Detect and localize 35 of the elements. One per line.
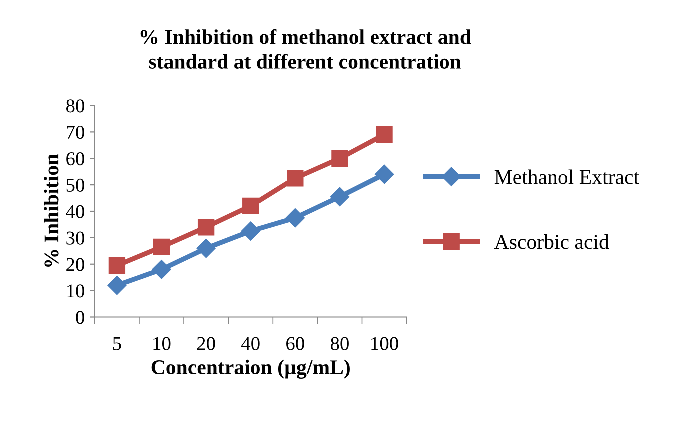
legend-label: Ascorbic acid	[494, 234, 610, 250]
x-tick-label: 100	[372, 337, 398, 350]
point	[152, 260, 172, 280]
y-tick-label: 40	[66, 205, 84, 218]
x-tick-label: 20	[197, 337, 216, 350]
x-tick-label: 60	[286, 337, 304, 350]
point	[153, 238, 170, 256]
x-tick-label: 5	[113, 337, 122, 350]
point	[196, 238, 216, 258]
point	[286, 208, 305, 228]
y-tick-label: 20	[66, 258, 84, 272]
y-tick-label: 60	[66, 152, 84, 166]
point	[242, 198, 260, 215]
y-tick-label: 10	[67, 284, 84, 298]
chart-title: % Inhibition of methanol extract and standard at different concentration	[140, 29, 472, 69]
y-axis-title: % Inhibition	[44, 154, 59, 267]
legend-label: Methanol Extract	[494, 170, 640, 184]
point	[108, 257, 126, 274]
point	[287, 170, 304, 187]
point	[241, 222, 260, 241]
point	[330, 187, 350, 206]
point	[198, 219, 215, 236]
x-tick-label: 40	[242, 337, 260, 350]
x-tick-label: 80	[330, 337, 349, 350]
y-tick-label: 70	[67, 126, 84, 140]
point	[374, 164, 394, 184]
x-tick-label: 10	[154, 337, 171, 350]
x-axis-title: Concentraion (µg/mL)	[152, 360, 350, 379]
y-tick-label: 50	[66, 178, 84, 192]
point	[332, 150, 348, 167]
point	[108, 276, 127, 296]
point	[376, 126, 393, 144]
y-tick-label: 30	[66, 232, 84, 245]
y-tick-label: 0	[76, 311, 84, 324]
y-tick-label: 80	[66, 100, 84, 113]
